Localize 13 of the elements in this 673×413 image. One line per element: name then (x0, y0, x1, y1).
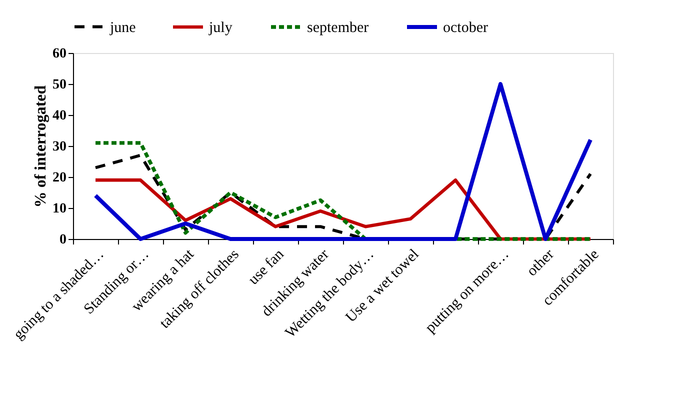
legend-label: july (208, 20, 233, 36)
y-tick-label: 50 (52, 78, 66, 92)
y-tick-label: 0 (60, 232, 66, 248)
y-tick-label: 20 (52, 170, 66, 186)
y-tick-label: 60 (52, 46, 66, 62)
y-tick-label: 30 (52, 140, 66, 154)
y-tick-label: 40 (52, 108, 66, 124)
legend-label: october (443, 20, 488, 36)
y-axis-title: % of interrogated (32, 85, 50, 208)
y-tick-label: 10 (52, 202, 66, 216)
legend-label: september (307, 20, 369, 36)
legend-label: june (109, 20, 136, 36)
line-series (94, 82, 592, 241)
